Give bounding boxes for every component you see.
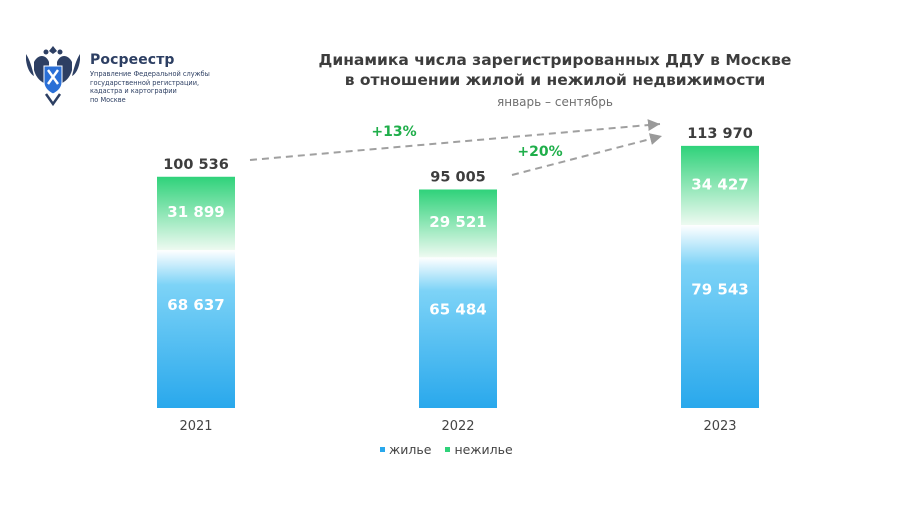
x-tick-label-2021: 2021	[179, 419, 212, 434]
x-tick-label-2023: 2023	[703, 419, 736, 434]
x-tick-label-2022: 2022	[441, 419, 474, 434]
bar-nonresidential-2022	[419, 189, 497, 258]
logo-subtitle: Управление Федеральной службы государств…	[90, 70, 240, 104]
legend-item-nonresidential: нежилье	[445, 441, 513, 457]
eagle-emblem-icon	[26, 46, 80, 107]
growth-arrow-2021-2023	[249, 119, 661, 161]
value-label-residential-2022: 65 484	[429, 301, 486, 319]
legend-label-residential: жилье	[389, 441, 432, 457]
value-label-residential-2023: 79 543	[691, 281, 748, 299]
legend-item-residential: жилье	[380, 442, 431, 457]
chart-title-line: Динамика числа зарегистрированных ДДУ в …	[318, 51, 792, 69]
logo-name: Росреестр	[90, 52, 175, 68]
total-label-2021: 100 536	[163, 157, 229, 173]
chart-legend: жилье нежилье	[380, 440, 527, 458]
logo-subtitle-line: по Москве	[90, 95, 126, 104]
legend-swatch-nonresidential	[445, 446, 451, 452]
value-label-nonresidential-2022: 29 521	[429, 213, 486, 231]
legend-label-nonresidential: нежилье	[454, 441, 513, 457]
bar-nonresidential-2023	[681, 145, 759, 226]
chart-title-line: в отношении жилой и нежилой недвижимости	[344, 71, 766, 89]
bar-residential-2023	[681, 225, 759, 408]
legend-swatch-residential	[380, 446, 385, 452]
logo-subtitle-line: Управление Федеральной службы	[90, 70, 210, 78]
logo-subtitle-line: кадастра и картографии	[90, 87, 177, 96]
chart-subtitle: январь – сентябрь	[497, 95, 613, 109]
growth-label-20pct: +20%	[517, 144, 562, 160]
logo-subtitle-line: государственной регистрации,	[90, 78, 200, 87]
total-label-2023: 113 970	[687, 126, 753, 142]
value-label-nonresidential-2023: 34 427	[691, 175, 748, 193]
total-label-2022: 95 005	[430, 169, 486, 185]
bar-residential-2022	[419, 257, 497, 408]
chart-title: Динамика числа зарегистрированных ДДУ в …	[300, 50, 810, 90]
growth-label-13pct: +13%	[371, 124, 416, 140]
bar-nonresidential-2021	[157, 176, 235, 251]
growth-arrow-2022-2023	[511, 133, 663, 176]
bar-residential-2021	[157, 250, 235, 408]
value-label-nonresidential-2021: 31 899	[167, 203, 224, 221]
rosreestr-logo: Росреестр Управление Федеральной службы …	[22, 40, 242, 110]
value-label-residential-2021: 68 637	[167, 296, 224, 314]
